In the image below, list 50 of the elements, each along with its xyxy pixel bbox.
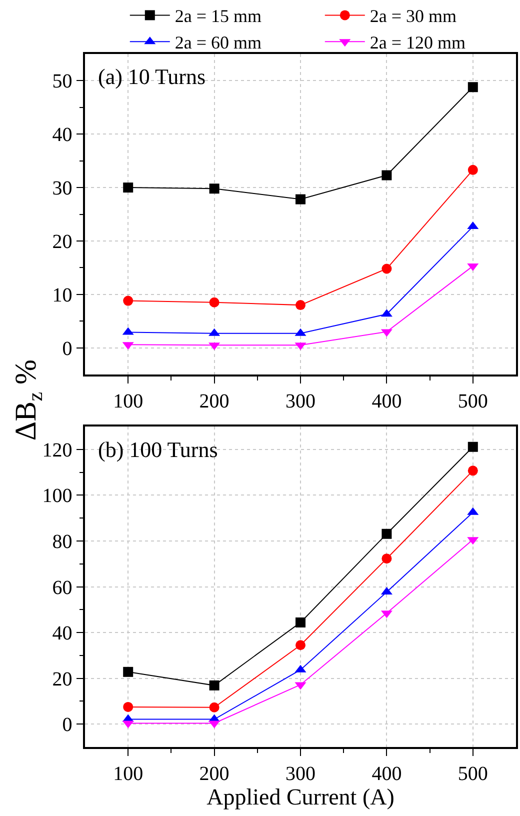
point [468, 442, 478, 452]
y-tick-label: 120 [42, 439, 72, 462]
point [123, 702, 134, 712]
annotation: (a) 10 Turns [98, 64, 206, 89]
x-tick-label: 100 [113, 762, 144, 785]
x-tick-label: 500 [458, 390, 488, 412]
point [296, 194, 306, 204]
x-tick-label: 300 [286, 390, 316, 412]
x-tick-label: 200 [199, 390, 230, 412]
point [123, 296, 134, 306]
legend-label: 2a = 30 mm [370, 6, 457, 26]
point [382, 264, 392, 274]
y-tick-label: 80 [52, 530, 72, 553]
annotation: (b) 100 Turns [98, 437, 218, 462]
point [209, 702, 220, 712]
y-tick-label: 0 [62, 338, 72, 360]
legend-label: 2a = 60 mm [174, 32, 262, 53]
y-tick-label: 100 [42, 485, 72, 508]
y-tick-label: 10 [52, 284, 72, 306]
x-axis-title: Applied Current (A) [206, 784, 394, 810]
legend-label: 2a = 15 mm [174, 6, 262, 26]
x-tick-label: 400 [372, 762, 402, 785]
point [123, 182, 134, 193]
x-tick-label: 300 [286, 762, 316, 785]
x-tick-label: 100 [113, 390, 144, 412]
point [209, 297, 220, 308]
y-tick-label: 20 [52, 668, 72, 690]
point [382, 170, 392, 180]
point [296, 617, 306, 628]
y-tick-label: 40 [52, 124, 72, 146]
legend-label: 2a = 120 mm [370, 32, 466, 53]
point [468, 164, 478, 175]
x-tick-label: 400 [372, 390, 402, 412]
y-tick-label: 20 [52, 230, 72, 253]
point [468, 82, 478, 92]
point [296, 640, 306, 650]
y-tick-label: 60 [52, 576, 72, 599]
point [382, 554, 392, 564]
point [123, 666, 134, 677]
y-tick-label: 50 [52, 70, 72, 93]
point [296, 300, 306, 310]
y-tick-label: 30 [52, 178, 72, 200]
y-tick-label: 0 [62, 714, 72, 736]
point [209, 680, 220, 690]
point [382, 528, 392, 539]
x-tick-label: 500 [458, 762, 488, 785]
y-tick-label: 40 [52, 622, 72, 645]
point [209, 184, 220, 194]
x-tick-label: 200 [199, 762, 230, 785]
point [468, 466, 478, 476]
